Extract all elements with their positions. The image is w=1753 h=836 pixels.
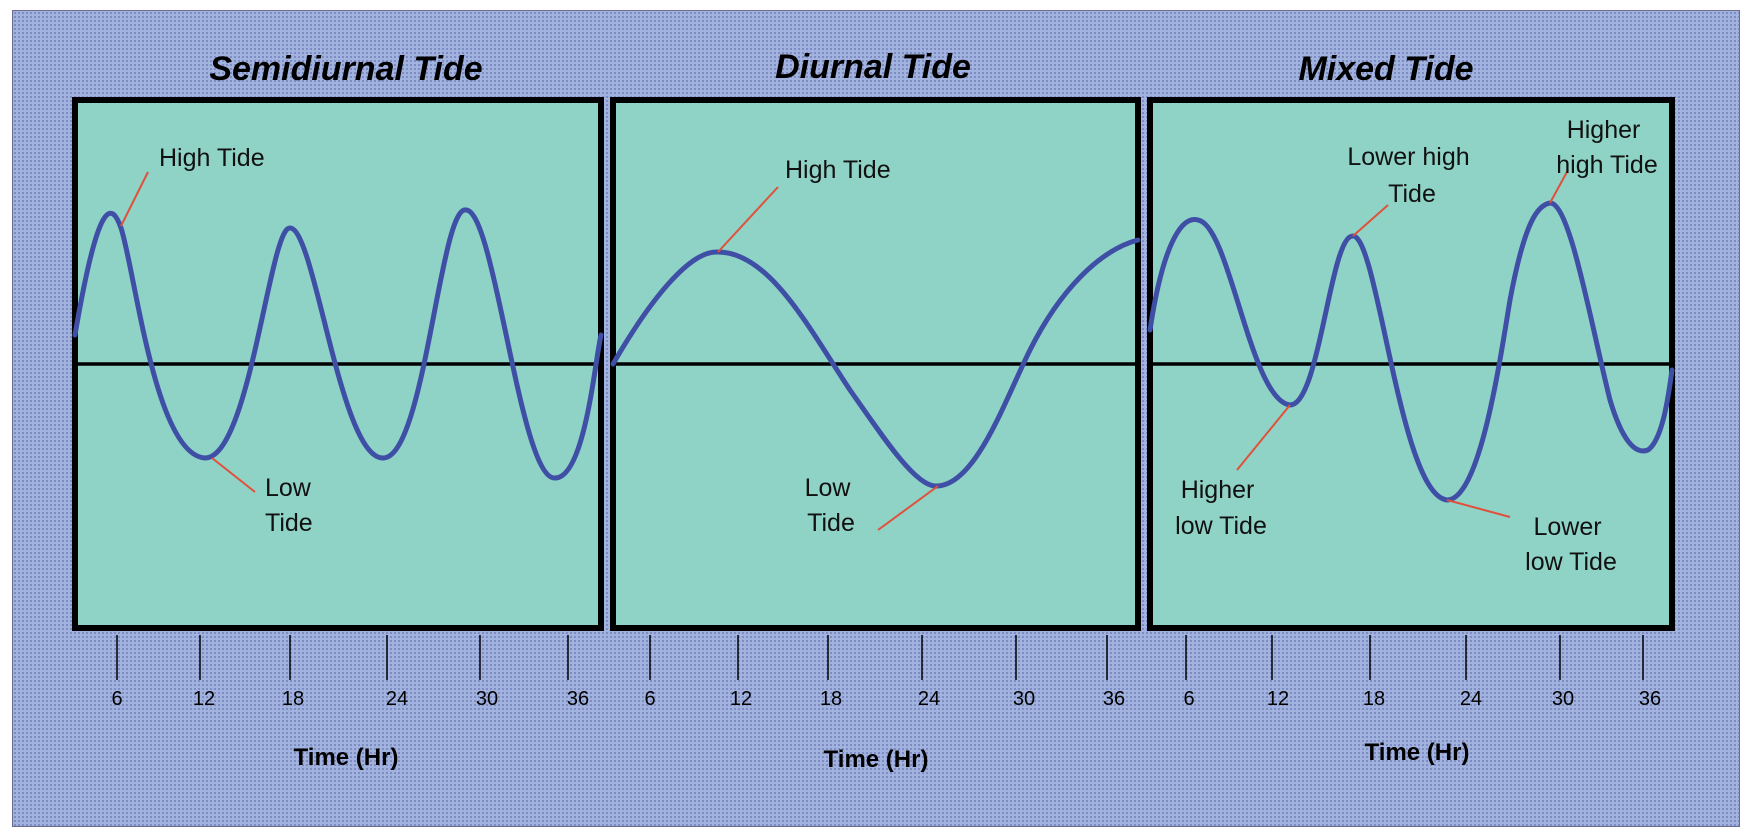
mixed-higher-high-leader — [1549, 169, 1569, 204]
semidiurnal-low-tide-label: Low Tide — [265, 474, 318, 537]
semidiurnal-high-tide-label: High Tide — [159, 144, 265, 172]
semidiurnal-tick-label: 18 — [282, 688, 304, 710]
diurnal-tick-label: 36 — [1103, 688, 1125, 710]
mixed-tick-label: 30 — [1552, 688, 1574, 710]
semidiurnal-tick-label: 36 — [567, 688, 589, 710]
diurnal-low-leader — [877, 485, 939, 531]
mixed-x-ticks: 6 12 18 24 30 36 — [1183, 635, 1661, 710]
semidiurnal-high-leader — [120, 171, 149, 227]
diurnal-tick-label: 6 — [644, 688, 655, 710]
mixed-higher-high-tide-label: Higher high Tide — [1556, 116, 1657, 179]
diurnal-tick-label: 24 — [918, 688, 940, 710]
semidiurnal-x-ticks: 6 12 18 24 30 36 — [111, 635, 589, 710]
semidiurnal-panel: Semidiurnal Tide High Tide Low Tide 6 — [72, 50, 604, 771]
diurnal-tick-label: 30 — [1013, 688, 1035, 710]
diurnal-x-axis-title: Time (Hr) — [824, 746, 929, 773]
mixed-tick-label: 6 — [1183, 688, 1194, 710]
mixed-lower-high-tide-label: Lower high Tide — [1347, 143, 1476, 208]
mixed-tick-label: 12 — [1267, 688, 1289, 710]
mixed-tick-label: 18 — [1363, 688, 1385, 710]
semidiurnal-x-axis-title: Time (Hr) — [294, 744, 399, 771]
diurnal-x-ticks: 6 12 18 24 30 36 — [644, 635, 1125, 710]
mixed-lower-high-leader — [1352, 204, 1389, 237]
semidiurnal-title: Semidiurnal Tide — [209, 50, 482, 88]
mixed-lower-low-leader — [1446, 499, 1511, 518]
mixed-tick-label: 36 — [1639, 688, 1661, 710]
mixed-lower-low-tide-label: Lower low Tide — [1525, 513, 1617, 576]
mixed-x-axis-title: Time (Hr) — [1365, 739, 1470, 766]
semidiurnal-low-leader — [211, 457, 256, 493]
diurnal-high-tide-label: High Tide — [785, 156, 891, 184]
semidiurnal-tick-label: 6 — [111, 688, 122, 710]
semidiurnal-tick-label: 30 — [476, 688, 498, 710]
diurnal-tide-curve — [610, 237, 1141, 489]
diurnal-high-leader — [717, 186, 779, 253]
mixed-panel: Mixed Tide Lower high Tide Higher high T… — [1147, 50, 1675, 766]
diurnal-tick-label: 18 — [820, 688, 842, 710]
semidiurnal-tide-curve — [72, 207, 604, 481]
diurnal-tick-label: 12 — [730, 688, 752, 710]
semidiurnal-tick-label: 24 — [386, 688, 408, 710]
mixed-higher-low-tide-label: Higher low Tide — [1175, 476, 1267, 540]
mixed-higher-low-leader — [1236, 404, 1291, 471]
diurnal-title: Diurnal Tide — [775, 48, 971, 86]
mixed-tick-label: 24 — [1460, 688, 1482, 710]
semidiurnal-tick-label: 12 — [193, 688, 215, 710]
mixed-title: Mixed Tide — [1298, 50, 1473, 88]
diurnal-low-tide-label: Low Tide — [805, 474, 858, 537]
diurnal-panel: Diurnal Tide High Tide Low Tide 6 12 — [610, 48, 1141, 773]
